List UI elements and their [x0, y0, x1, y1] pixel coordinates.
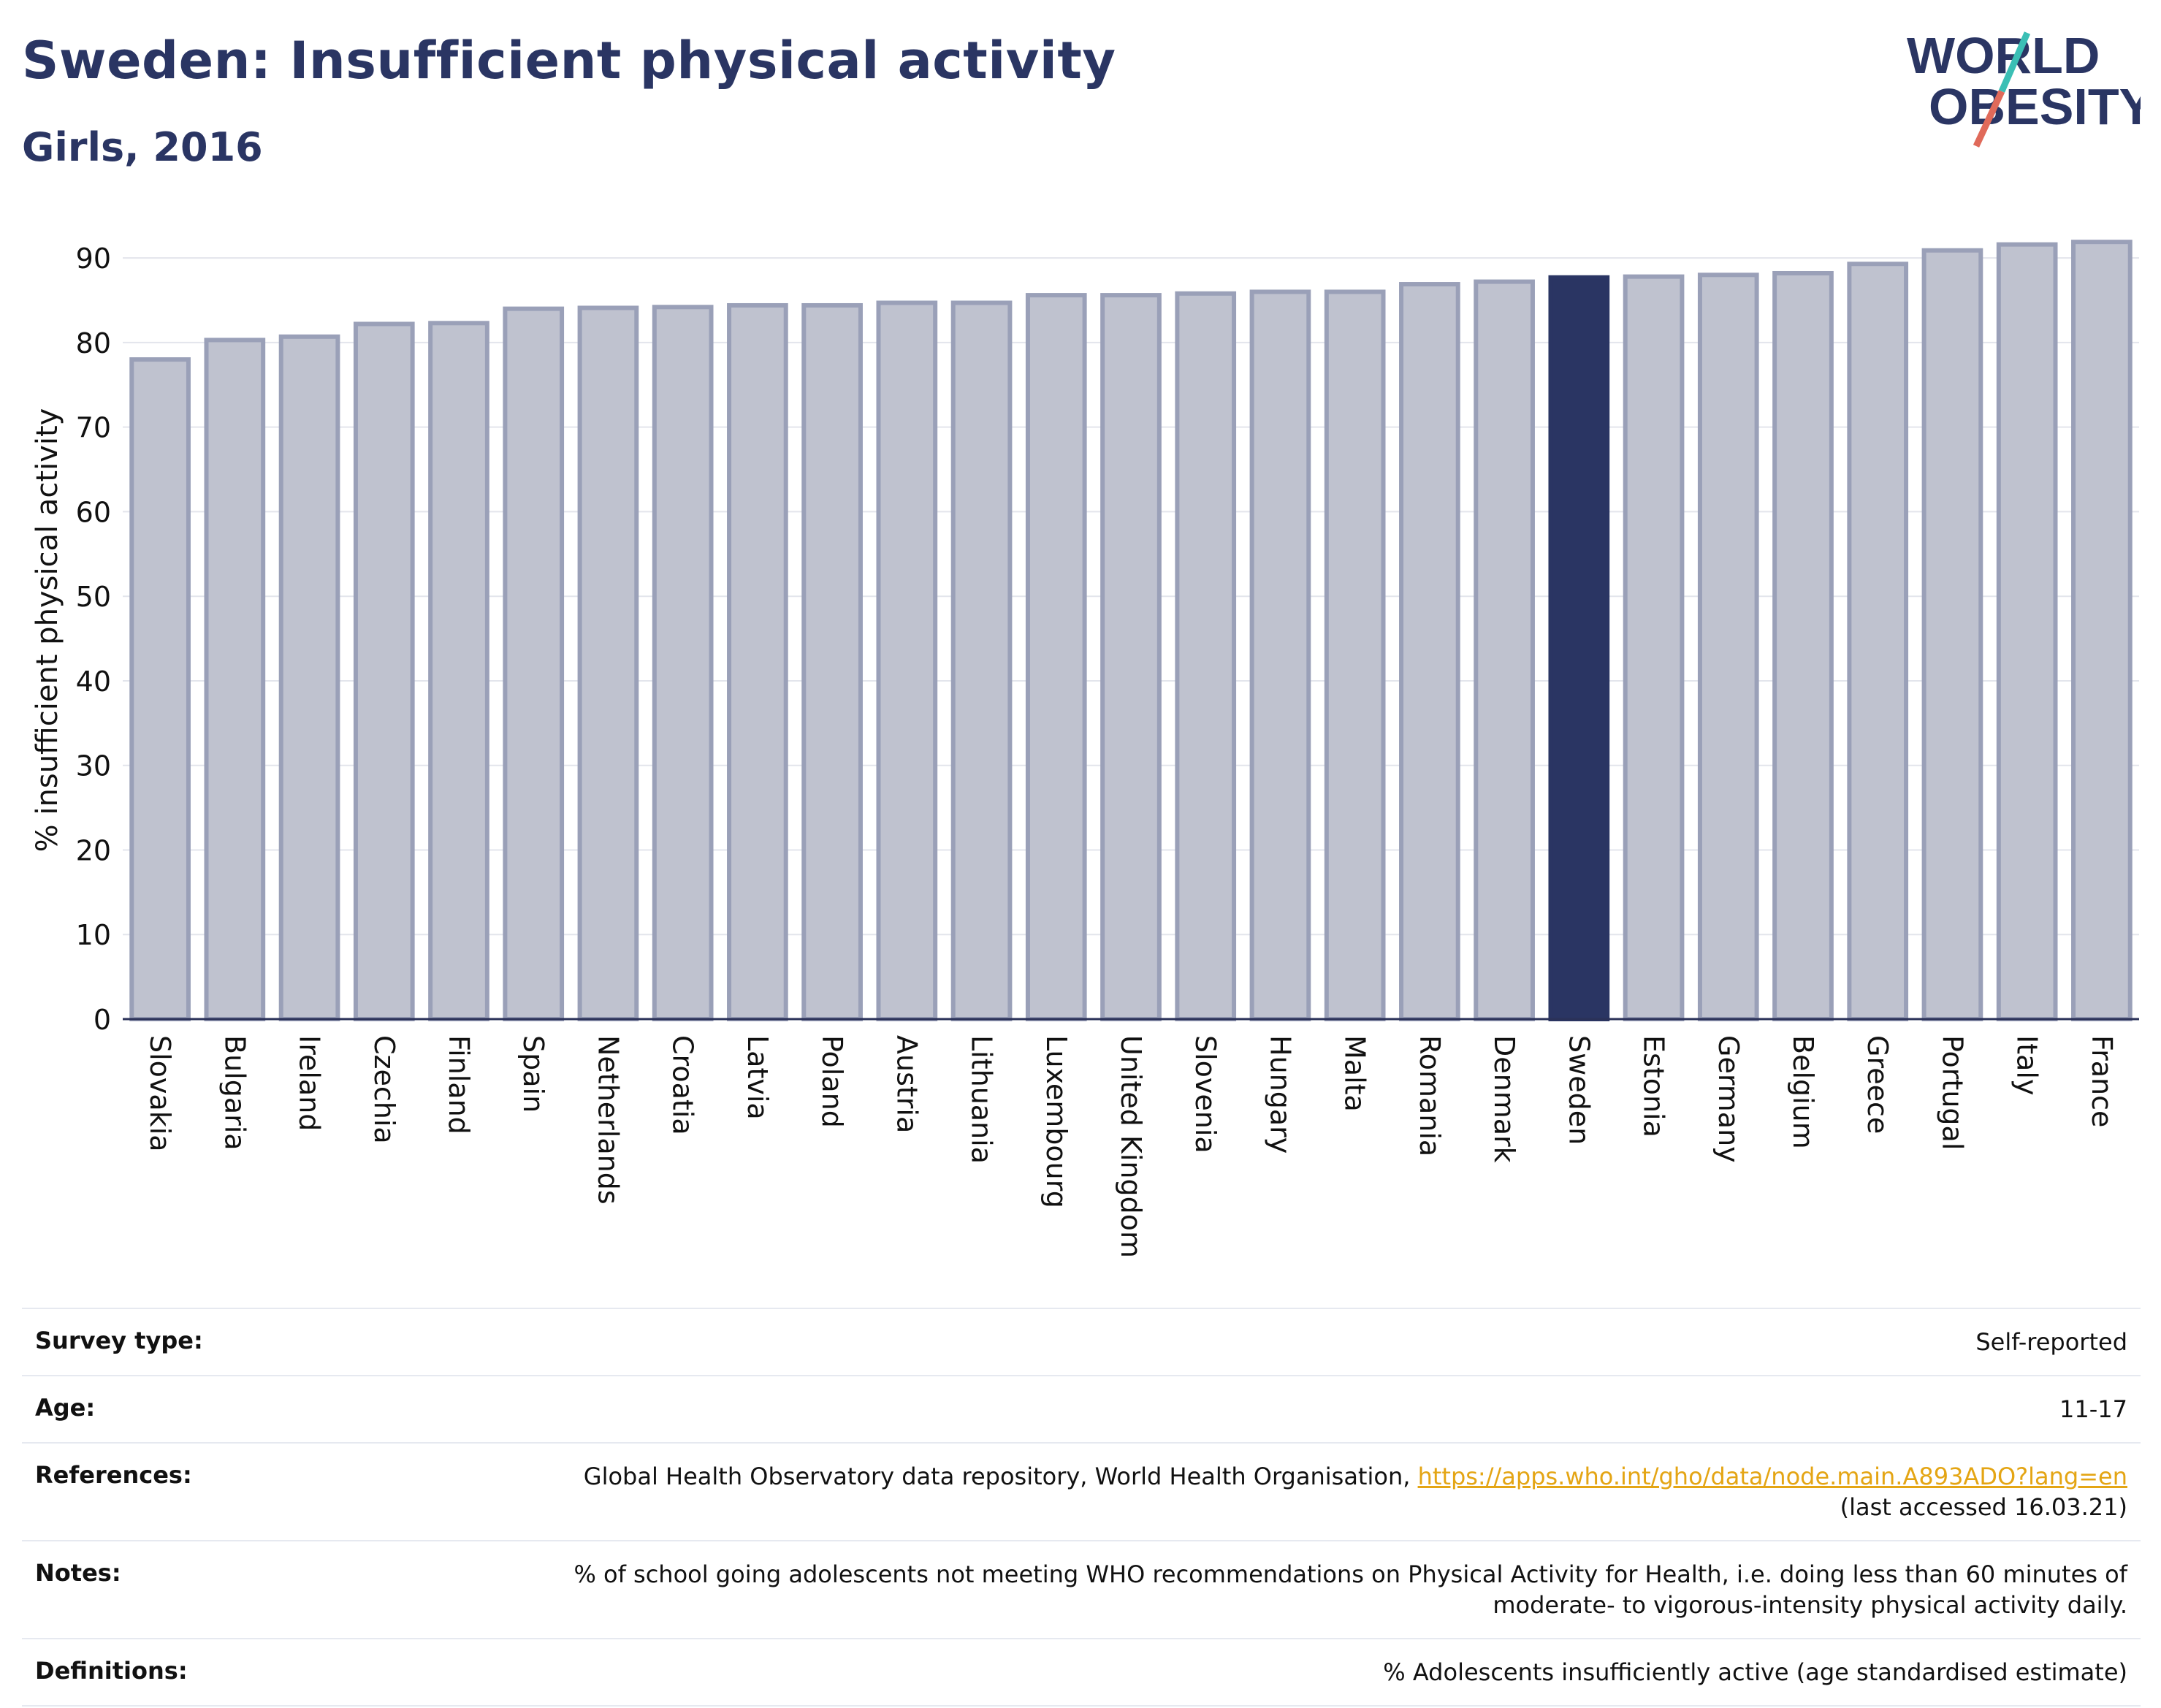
- bar-slovenia: [1175, 291, 1237, 1021]
- bar-slovakia: [129, 357, 191, 1021]
- x-tick-label: France: [2086, 1035, 2118, 1127]
- bars: [129, 240, 2133, 1022]
- bar-greece: [1847, 262, 1909, 1021]
- chart-title: Sweden: Insufficient physical activity: [22, 31, 1116, 91]
- bar-lithuania: [950, 300, 1013, 1021]
- x-tick-label: Luxembourg: [1040, 1035, 1072, 1208]
- x-tick-label: Lithuania: [966, 1035, 998, 1164]
- x-tick-label: Slovakia: [144, 1035, 176, 1152]
- x-tick-label: Poland: [816, 1035, 848, 1128]
- x-tick-label: Belgium: [1787, 1035, 1819, 1149]
- x-tick-label: Hungary: [1264, 1035, 1296, 1154]
- x-tick-label: Estonia: [1638, 1035, 1670, 1137]
- bar-malta: [1324, 289, 1386, 1021]
- y-tick-label: 50: [76, 581, 111, 613]
- x-tick-label: Sweden: [1563, 1035, 1595, 1145]
- x-tick-label: Germany: [1712, 1035, 1745, 1163]
- bar-france: [2071, 240, 2133, 1022]
- logo-slash-teal: [1998, 31, 2031, 93]
- bar-latvia: [727, 302, 788, 1021]
- bar-chart: 0 10 20 30 40 50 60 70 80 90 Slovakia Bulgaria Irel…: [31, 240, 2139, 1258]
- notes-value: % of school going adolescents not meetin…: [573, 1560, 2127, 1619]
- age-value: 11-17: [2059, 1395, 2127, 1423]
- bar-finland: [428, 321, 489, 1022]
- world-obesity-logo: WORLD OBESITY: [1907, 27, 2141, 148]
- y-tick-label: 60: [76, 496, 111, 528]
- x-tick-label: Portugal: [1936, 1035, 1968, 1150]
- bar-hungary: [1249, 289, 1311, 1021]
- y-tick-label: 0: [94, 1004, 111, 1036]
- bar-italy: [1996, 242, 2058, 1021]
- y-tick-label: 20: [76, 834, 111, 866]
- logo-line-2: OBESITY: [1929, 78, 2141, 135]
- logo-line-1: WORLD: [1907, 27, 2100, 84]
- bar-spain: [503, 306, 565, 1021]
- references-link[interactable]: https://apps.who.int/gho/data/node.main.…: [1417, 1463, 2127, 1490]
- y-tick-label: 40: [76, 666, 111, 698]
- x-tick-label: Austria: [891, 1035, 923, 1133]
- x-tick-label: Netherlands: [592, 1035, 624, 1205]
- info-row-references: References: Global Health Observatory da…: [22, 1442, 2141, 1540]
- x-tick-label: Bulgaria: [218, 1035, 251, 1151]
- bar-belgium: [1772, 270, 1834, 1021]
- y-tick-label: 80: [76, 327, 111, 359]
- bar-netherlands: [577, 305, 639, 1021]
- x-tick-label: Romania: [1414, 1035, 1446, 1156]
- x-tick-label: Malta: [1339, 1035, 1371, 1112]
- definitions-value: % Adolescents insufficiently active (age…: [1383, 1658, 2127, 1686]
- bar-austria: [876, 300, 938, 1021]
- x-tick-label: Italy: [2011, 1035, 2043, 1095]
- bar-croatia: [652, 305, 714, 1022]
- info-row-notes: Notes: % of school going adolescents not…: [22, 1540, 2141, 1638]
- bar-united-kingdom: [1100, 293, 1162, 1021]
- x-tick-label: Finland: [443, 1035, 475, 1135]
- info-row-survey-type: Survey type: Self-reported: [22, 1308, 2141, 1375]
- chart-subtitle: Girls, 2016: [22, 124, 263, 170]
- references-text: Global Health Observatory data repositor…: [583, 1463, 1418, 1490]
- bar-poland: [801, 302, 863, 1021]
- y-axis-ticks: 0 10 20 30 40 50 60 70 80 90: [76, 243, 111, 1036]
- y-tick-label: 30: [76, 750, 111, 782]
- notes-label: Notes:: [35, 1559, 121, 1587]
- bar-sweden: [1548, 275, 1610, 1021]
- bar-bulgaria: [204, 338, 266, 1021]
- logo-slash-red: [1973, 90, 2005, 148]
- info-row-age: Age: 11-17: [22, 1375, 2141, 1442]
- x-tick-label: Greece: [1861, 1035, 1894, 1134]
- bar-romania: [1399, 282, 1460, 1022]
- x-tick-label: Ireland: [294, 1035, 326, 1131]
- info-row-definitions: Definitions: % Adolescents insufficientl…: [22, 1638, 2141, 1707]
- age-label: Age:: [35, 1394, 96, 1422]
- definitions-label: Definitions:: [35, 1657, 188, 1685]
- x-tick-label: Spain: [517, 1035, 549, 1113]
- x-tick-label: Slovenia: [1189, 1035, 1221, 1154]
- bar-denmark: [1474, 279, 1535, 1021]
- survey-type-value: Self-reported: [1975, 1328, 2127, 1356]
- bar-portugal: [1921, 248, 1983, 1022]
- x-tick-label: United Kingdom: [1115, 1035, 1147, 1258]
- bar-estonia: [1623, 274, 1685, 1021]
- x-tick-label: Croatia: [667, 1035, 699, 1135]
- y-tick-label: 90: [76, 243, 111, 275]
- bar-germany: [1697, 272, 1759, 1022]
- x-tick-label: Czechia: [368, 1035, 400, 1144]
- bar-czechia: [353, 321, 415, 1021]
- bar-luxembourg: [1025, 293, 1087, 1021]
- references-value: Global Health Observatory data repositor…: [584, 1461, 2127, 1522]
- references-suffix: (last accessed 16.03.21): [1840, 1493, 2127, 1521]
- x-axis-ticks: Slovakia Bulgaria Ireland Czechia Finland Spa…: [144, 1035, 2118, 1258]
- y-axis-label: % insufficient physical activity: [31, 408, 64, 853]
- references-label: References:: [35, 1461, 192, 1489]
- y-tick-label: 10: [76, 919, 111, 951]
- x-tick-label: Latvia: [742, 1035, 774, 1120]
- y-tick-label: 70: [76, 412, 111, 444]
- bar-ireland: [278, 334, 340, 1022]
- x-tick-label: Denmark: [1488, 1035, 1520, 1163]
- info-table: Survey type: Self-reported Age: 11-17 Re…: [22, 1308, 2141, 1707]
- survey-type-label: Survey type:: [35, 1327, 203, 1354]
